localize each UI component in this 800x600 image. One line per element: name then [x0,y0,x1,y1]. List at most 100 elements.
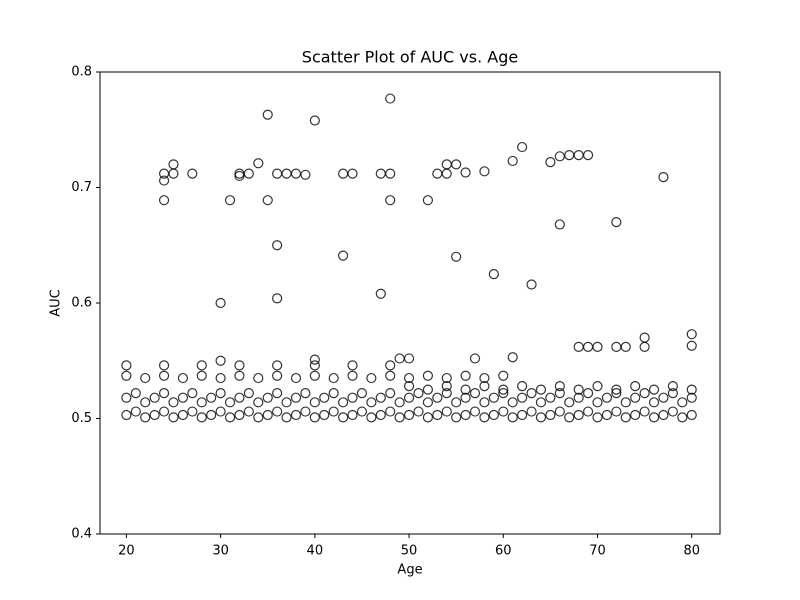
point [554,406,565,417]
point [177,409,189,421]
point [272,370,283,381]
point [347,360,358,371]
x-axis-label: Age [397,563,422,578]
point [564,397,575,408]
point [422,397,434,408]
point [290,392,302,403]
point [620,341,631,352]
point [686,409,697,421]
point [441,381,452,392]
point [215,406,226,417]
point [272,240,283,251]
point [620,397,631,408]
point [432,168,443,179]
point [479,397,490,408]
point [158,195,170,206]
point [686,384,697,395]
y-tick-label: 0.7 [71,180,92,195]
point [309,370,320,381]
point [130,387,141,399]
point [338,168,349,179]
point [611,341,622,352]
point [422,370,434,381]
point [366,397,377,408]
point [639,387,650,399]
point [253,412,264,423]
point [140,397,151,408]
point [309,412,320,423]
point [479,412,490,423]
point [573,392,584,403]
point [262,392,273,403]
point [234,360,245,371]
point [630,392,641,403]
point [545,392,556,403]
point [347,392,358,403]
point [432,409,443,421]
point [281,168,292,179]
point [328,372,339,384]
point [582,150,594,161]
point [507,412,518,423]
point [554,219,565,230]
point [196,370,207,381]
point [234,170,245,182]
point [234,370,245,381]
point [554,381,565,392]
point [639,341,650,352]
point [573,384,584,395]
point [686,340,697,351]
point [272,387,283,399]
point [140,372,151,384]
point [469,353,481,364]
point [187,387,198,399]
y-axis-label: AUC [49,289,64,317]
point [403,372,415,384]
point [158,370,170,381]
point [253,397,264,408]
point [677,397,688,408]
point [385,195,396,206]
point [667,406,678,417]
point [460,392,471,403]
point [168,397,179,408]
point [319,409,330,421]
point [507,352,518,363]
point [479,372,490,384]
point [375,168,386,179]
point [385,370,396,381]
point [432,392,443,403]
point [573,341,584,352]
point [535,397,547,408]
point [338,412,349,423]
point [479,381,490,392]
point [441,159,452,170]
point [498,370,509,381]
point [451,251,462,262]
point [309,354,320,365]
x-tick-label: 50 [401,544,418,559]
y-tick-label: 0.4 [71,527,92,542]
point [272,360,283,371]
point [366,372,377,384]
point [394,397,405,408]
point [545,156,556,168]
point [611,406,622,417]
x-tick-label: 70 [589,544,606,559]
point [262,109,273,120]
point [460,409,471,421]
point [338,397,349,408]
point [215,387,226,399]
point [667,387,678,399]
point [394,353,405,364]
point [290,409,302,421]
point [300,387,311,399]
point [498,387,509,399]
point [441,168,452,179]
point [158,175,170,186]
point [469,387,481,399]
point [573,409,584,421]
point [601,409,613,421]
chart-title: Scatter Plot of AUC vs. Age [302,48,518,67]
